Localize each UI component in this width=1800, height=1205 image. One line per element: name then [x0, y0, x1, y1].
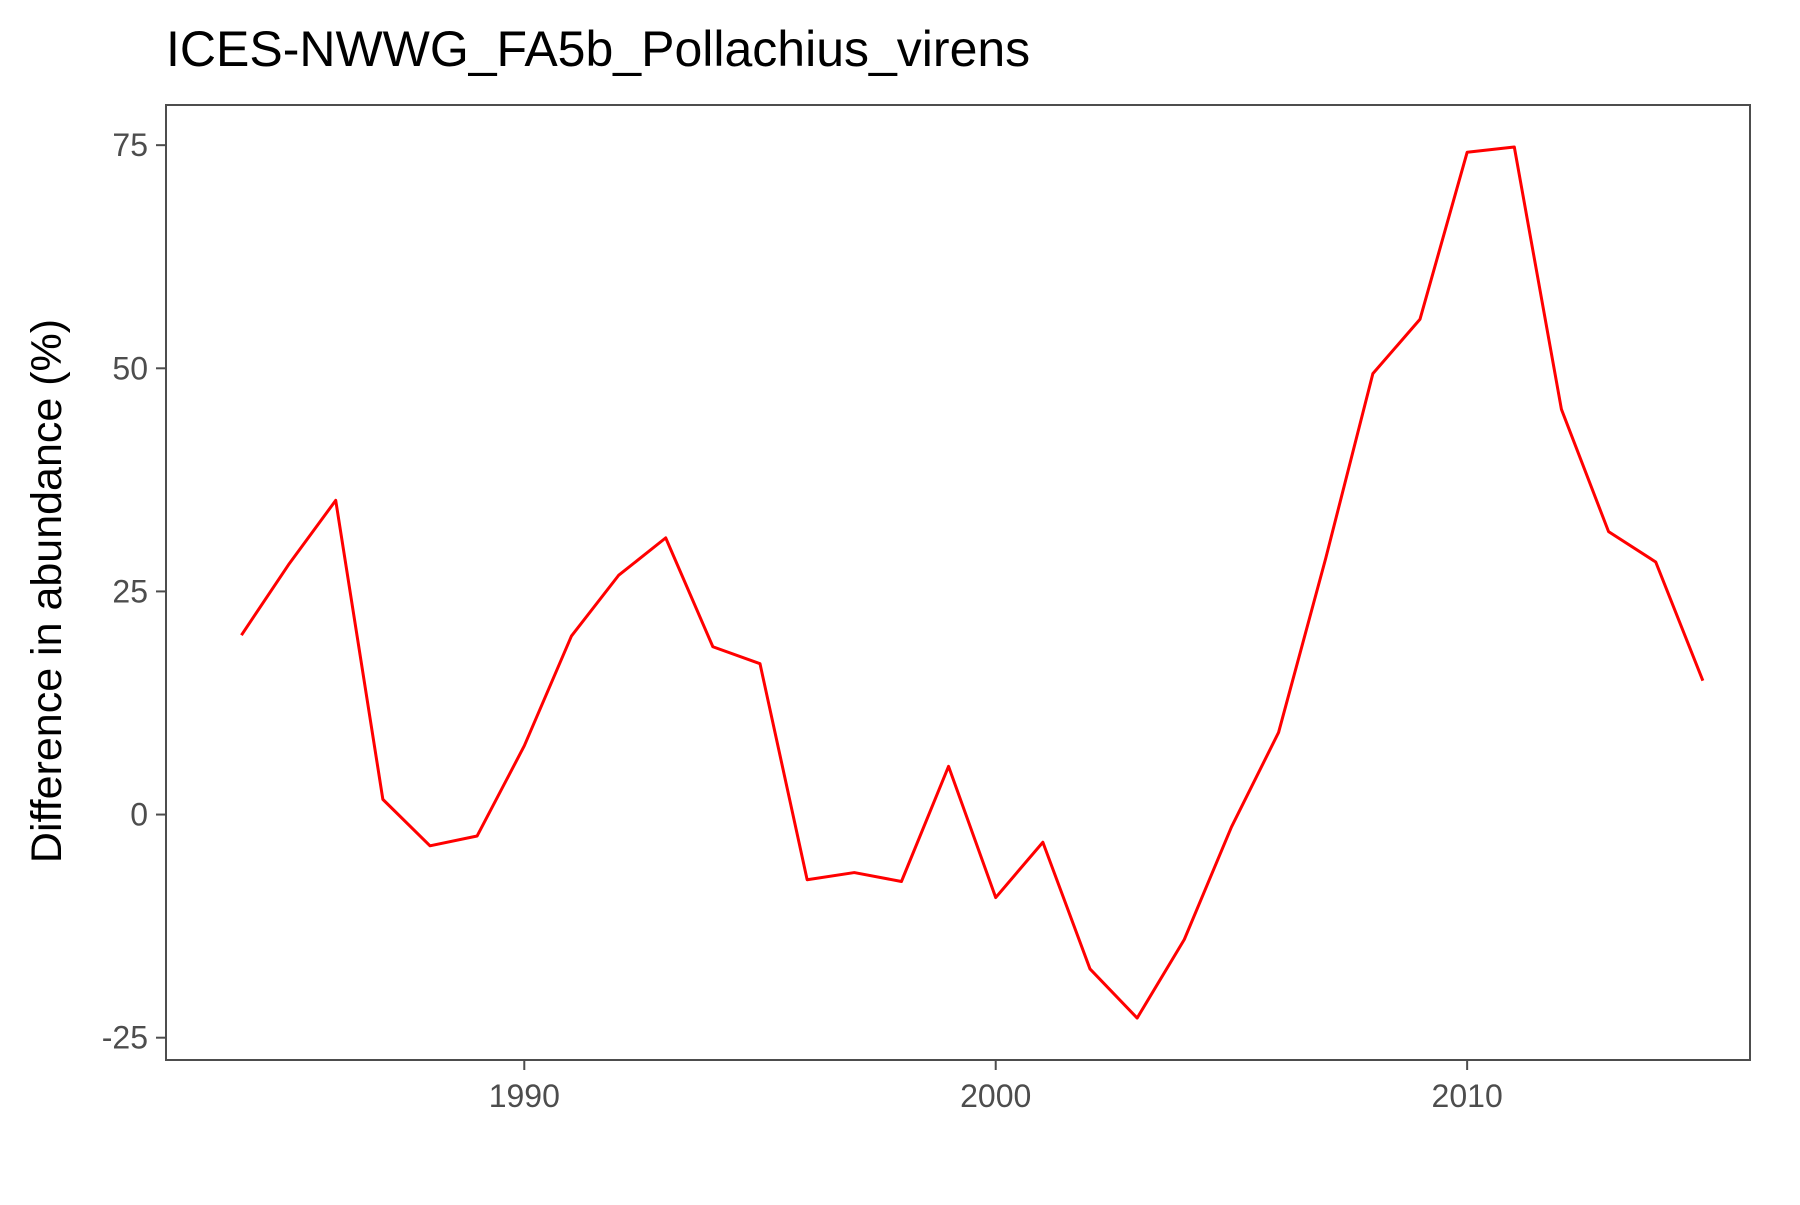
- y-axis: -25 0 25 50 75: [102, 127, 166, 1056]
- data-point: [1466, 151, 1469, 154]
- data-point: [1701, 679, 1704, 682]
- data-point: [1136, 1017, 1139, 1020]
- data-point: [429, 844, 432, 847]
- series-layer: [240, 145, 1705, 1020]
- data-point: [1041, 841, 1044, 844]
- data-point: [947, 765, 950, 768]
- data-point: [617, 574, 620, 577]
- data-point: [240, 634, 243, 637]
- data-point: [853, 871, 856, 874]
- y-tick-label: 75: [112, 127, 148, 163]
- chart-title: ICES-NWWG_FA5b_Pollachius_virens: [166, 21, 1030, 77]
- data-point: [900, 880, 903, 883]
- data-point: [664, 536, 667, 539]
- data-point: [381, 798, 384, 801]
- x-tick-label: 2010: [1432, 1078, 1503, 1114]
- data-point: [1277, 731, 1280, 734]
- data-point: [476, 834, 479, 837]
- y-tick-label: 0: [130, 797, 148, 833]
- data-point: [1607, 530, 1610, 533]
- data-point: [759, 662, 762, 665]
- data-point: [994, 896, 997, 899]
- data-point: [1230, 826, 1233, 829]
- plot-panel-border: [165, 104, 1751, 1061]
- data-point: [1089, 967, 1092, 970]
- data-point: [334, 499, 337, 502]
- data-point: [1183, 938, 1186, 941]
- data-point: [1560, 408, 1563, 411]
- x-tick-label: 2000: [960, 1078, 1031, 1114]
- y-tick-label: 50: [112, 350, 148, 386]
- y-axis-label: Difference in abundance (%): [23, 319, 71, 863]
- y-tick-label: -25: [102, 1020, 148, 1056]
- data-point: [287, 563, 290, 566]
- data-point: [1324, 557, 1327, 560]
- data-point: [1654, 560, 1657, 563]
- x-axis: 1990 2000 2010: [489, 1060, 1503, 1114]
- x-tick-label: 1990: [489, 1078, 560, 1114]
- data-point: [1419, 318, 1422, 321]
- data-point: [523, 744, 526, 747]
- y-tick-label: 25: [112, 573, 148, 609]
- data-point: [1371, 372, 1374, 375]
- data-point: [570, 635, 573, 638]
- data-point: [711, 645, 714, 648]
- data-point: [806, 878, 809, 881]
- series-line: [240, 145, 1705, 1020]
- data-point: [1513, 145, 1516, 148]
